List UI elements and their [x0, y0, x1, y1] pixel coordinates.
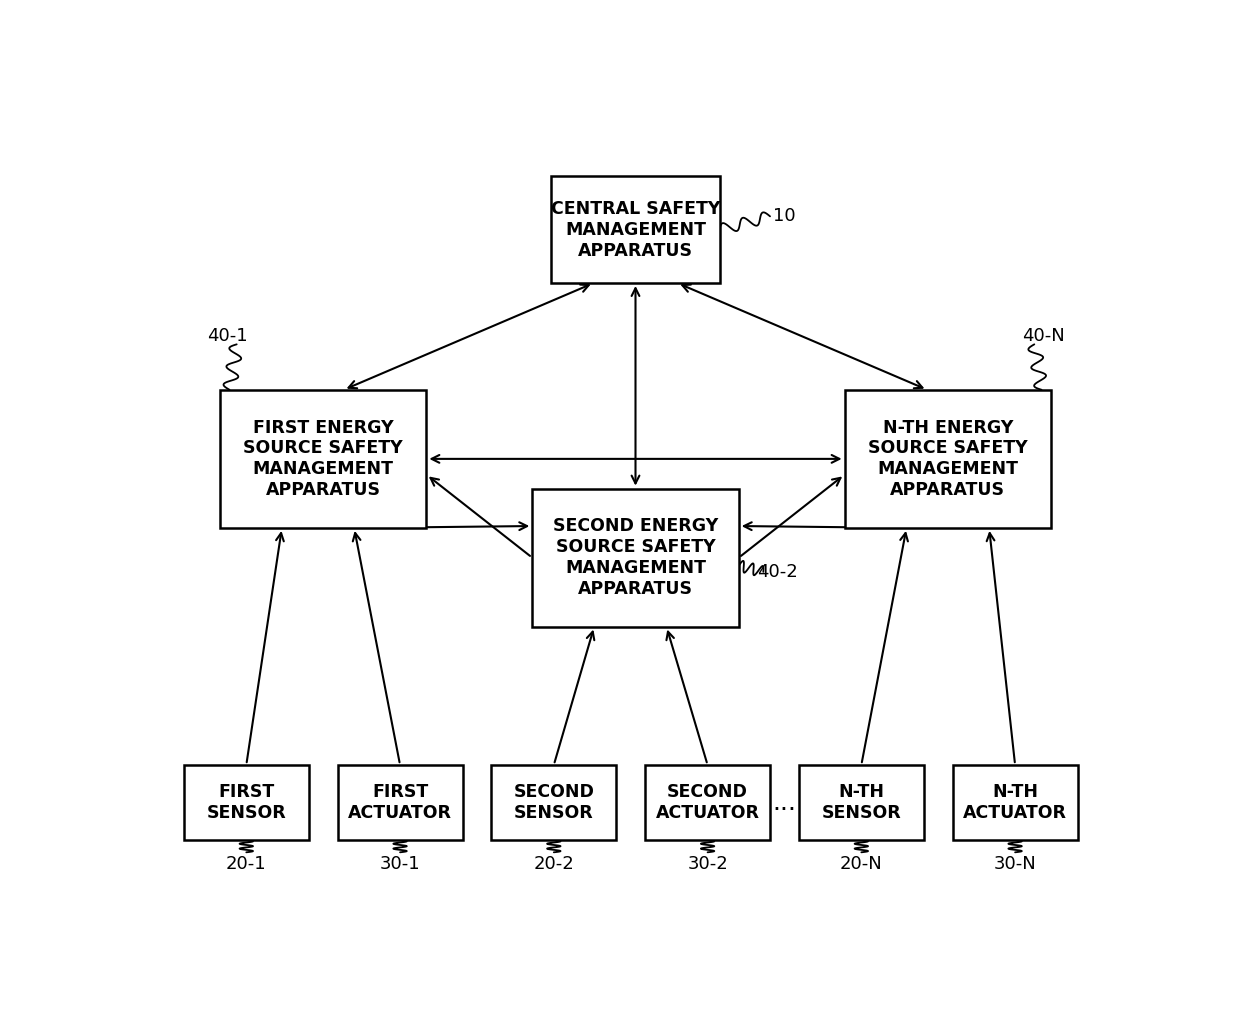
- Text: 30-N: 30-N: [993, 855, 1037, 873]
- Bar: [799, 765, 924, 840]
- Text: FIRST ENERGY
SOURCE SAFETY
MANAGEMENT
APPARATUS: FIRST ENERGY SOURCE SAFETY MANAGEMENT AP…: [243, 419, 403, 499]
- Text: N-TH ENERGY
SOURCE SAFETY
MANAGEMENT
APPARATUS: N-TH ENERGY SOURCE SAFETY MANAGEMENT APP…: [868, 419, 1028, 499]
- Bar: [552, 176, 719, 283]
- Text: 30-2: 30-2: [687, 855, 728, 873]
- Text: N-TH
SENSOR: N-TH SENSOR: [821, 783, 901, 822]
- Text: SECOND
ACTUATOR: SECOND ACTUATOR: [656, 783, 760, 822]
- Text: SECOND ENERGY
SOURCE SAFETY
MANAGEMENT
APPARATUS: SECOND ENERGY SOURCE SAFETY MANAGEMENT A…: [553, 517, 718, 598]
- Text: 40-N: 40-N: [1023, 327, 1065, 346]
- Bar: [844, 390, 1052, 528]
- Bar: [491, 765, 616, 840]
- Bar: [184, 765, 309, 840]
- Bar: [952, 765, 1078, 840]
- Text: 20-1: 20-1: [226, 855, 267, 873]
- Text: N-TH
ACTUATOR: N-TH ACTUATOR: [963, 783, 1068, 822]
- Text: CENTRAL SAFETY
MANAGEMENT
APPARATUS: CENTRAL SAFETY MANAGEMENT APPARATUS: [551, 200, 720, 260]
- Text: FIRST
ACTUATOR: FIRST ACTUATOR: [348, 783, 453, 822]
- Text: 40-1: 40-1: [207, 327, 248, 346]
- Bar: [219, 390, 427, 528]
- Text: 40-2: 40-2: [758, 563, 799, 581]
- Bar: [645, 765, 770, 840]
- Text: 20-N: 20-N: [839, 855, 883, 873]
- Text: 30-1: 30-1: [379, 855, 420, 873]
- Text: 20-2: 20-2: [533, 855, 574, 873]
- Text: ...: ...: [773, 791, 796, 815]
- Text: FIRST
SENSOR: FIRST SENSOR: [206, 783, 286, 822]
- Text: 10: 10: [774, 207, 796, 226]
- Bar: [532, 488, 739, 627]
- Text: SECOND
SENSOR: SECOND SENSOR: [513, 783, 594, 822]
- Bar: [337, 765, 463, 840]
